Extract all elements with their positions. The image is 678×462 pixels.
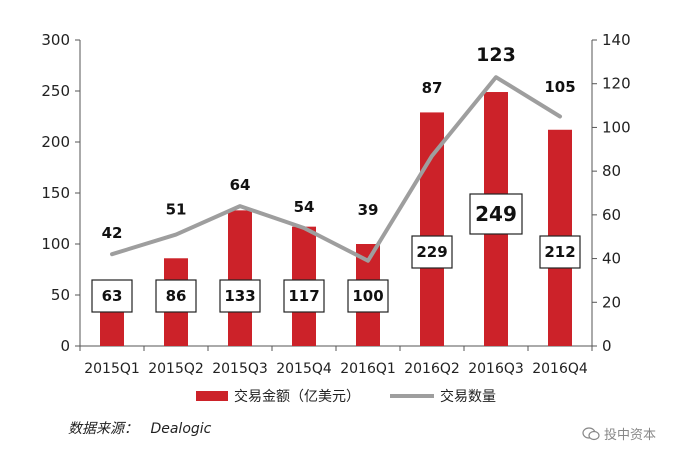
right-tick-label: 20 bbox=[602, 293, 621, 311]
watermark-text: 投中资本 bbox=[603, 428, 656, 443]
bar-value-label: 133 bbox=[224, 287, 255, 305]
watermark: 投中资本 bbox=[582, 424, 656, 443]
bar bbox=[420, 112, 444, 346]
legend: 交易金额（亿美元） 交易数量 bbox=[196, 386, 496, 406]
legend-bar-label: 交易金额（亿美元） bbox=[234, 389, 360, 405]
bar-value-box bbox=[155, 279, 197, 313]
bar-value-label: 117 bbox=[288, 287, 319, 305]
source-label: 数据来源： bbox=[68, 421, 138, 437]
legend-swatch-bar bbox=[196, 391, 228, 401]
x-tick-label: 2016Q1 bbox=[340, 361, 396, 377]
line-value-label: 64 bbox=[230, 176, 251, 194]
left-tick-label: 50 bbox=[51, 286, 70, 304]
right-tick-label: 100 bbox=[602, 118, 631, 136]
left-tick-label: 100 bbox=[41, 235, 70, 253]
bar-value-label: 100 bbox=[352, 287, 383, 305]
line-value-label: 51 bbox=[166, 201, 187, 219]
line-value-label: 123 bbox=[476, 44, 516, 66]
line-value-label: 42 bbox=[102, 224, 123, 242]
left-tick-label: 200 bbox=[41, 133, 70, 151]
chat-bubble-icon bbox=[582, 426, 600, 440]
bar bbox=[228, 210, 252, 346]
bar-value-label: 63 bbox=[102, 287, 123, 305]
left-tick-label: 250 bbox=[41, 82, 70, 100]
x-tick-label: 2015Q2 bbox=[148, 361, 204, 377]
x-tick-label: 2015Q3 bbox=[212, 361, 268, 377]
line-value-label: 87 bbox=[422, 79, 443, 97]
left-tick-label: 300 bbox=[41, 31, 70, 49]
line-value-label: 54 bbox=[294, 198, 315, 216]
x-tick-label: 2016Q3 bbox=[468, 361, 524, 377]
x-tick-label: 2015Q4 bbox=[276, 361, 332, 377]
bar-value-label: 249 bbox=[475, 202, 517, 226]
combo-chart: 0 50 100 150 200 250 300 0 20 40 60 80 100 120 140 2015… bbox=[41, 31, 631, 377]
x-tick-label: 2016Q2 bbox=[404, 361, 460, 377]
right-tick-label: 60 bbox=[602, 206, 621, 224]
line-value-label: 39 bbox=[358, 201, 379, 219]
bar-value-box bbox=[539, 235, 581, 269]
right-tick-label: 40 bbox=[602, 250, 621, 268]
right-tick-label: 140 bbox=[602, 31, 631, 49]
x-tick-label: 2015Q1 bbox=[84, 361, 140, 377]
bar-value-box bbox=[469, 193, 523, 235]
bar-value-label: 212 bbox=[544, 243, 575, 261]
right-tick-label: 120 bbox=[602, 75, 631, 93]
legend-line-label: 交易数量 bbox=[440, 389, 496, 405]
source-note: 数据来源： Dealogic bbox=[68, 418, 211, 438]
right-tick-label: 0 bbox=[602, 337, 612, 355]
left-tick-label: 150 bbox=[41, 184, 70, 202]
x-tick-label: 2016Q4 bbox=[532, 361, 588, 377]
bar-value-label: 229 bbox=[416, 243, 447, 261]
right-tick-label: 80 bbox=[602, 162, 621, 180]
source-value: Dealogic bbox=[150, 421, 212, 437]
bar-value-box bbox=[219, 279, 261, 313]
count-line bbox=[110, 75, 562, 263]
bar-value-box bbox=[411, 235, 453, 269]
bar-value-box bbox=[91, 279, 133, 313]
legend-item-bar: 交易金额（亿美元） bbox=[196, 386, 360, 406]
left-tick-label: 0 bbox=[60, 337, 70, 355]
bar-value-label: 86 bbox=[166, 287, 187, 305]
line-value-label: 105 bbox=[544, 78, 575, 96]
bar-value-box bbox=[283, 279, 325, 313]
legend-item-line: 交易数量 bbox=[390, 386, 496, 406]
legend-swatch-line bbox=[390, 394, 434, 398]
bar-value-box bbox=[347, 279, 389, 313]
